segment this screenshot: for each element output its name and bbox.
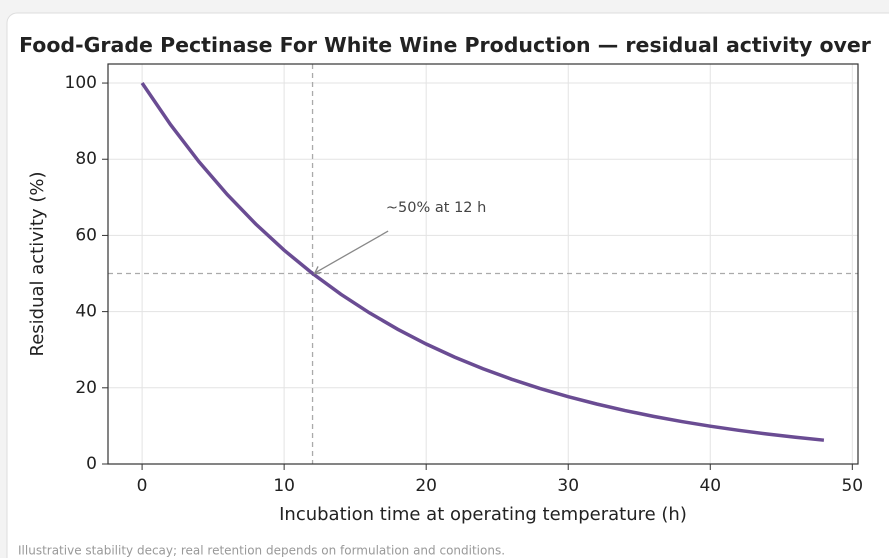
card: [6, 12, 889, 558]
plot-frame: [107, 63, 859, 465]
annotation-text: ~50% at 12 h: [386, 200, 486, 216]
x-tick-label: 10: [273, 476, 295, 496]
x-tick-label: 20: [415, 476, 437, 496]
annotation-arrowhead: [313, 266, 322, 275]
annotation-arrow: [315, 230, 389, 274]
y-axis-label: Residual activity (%): [27, 172, 48, 357]
chart-title: Food-Grade Pectinase For White Wine Prod…: [19, 33, 872, 57]
footnote: Illustrative stability decay; real reten…: [18, 544, 505, 558]
x-tick-label: 40: [699, 476, 721, 496]
y-tick-label: 80: [75, 149, 97, 169]
x-axis-label: Incubation time at operating temperature…: [279, 504, 687, 525]
y-tick-label: 60: [75, 225, 97, 245]
y-tick-label: 100: [65, 73, 97, 93]
y-tick-label: 0: [86, 454, 97, 474]
y-tick-label: 20: [75, 378, 97, 398]
y-tick-label: 40: [75, 302, 97, 322]
series-line: [140, 82, 825, 442]
x-tick-label: 30: [557, 476, 579, 496]
x-tick-label: 0: [137, 476, 148, 496]
plot: Food-Grade Pectinase For White Wine Prod…: [19, 33, 872, 57]
x-tick-label: 50: [841, 476, 863, 496]
